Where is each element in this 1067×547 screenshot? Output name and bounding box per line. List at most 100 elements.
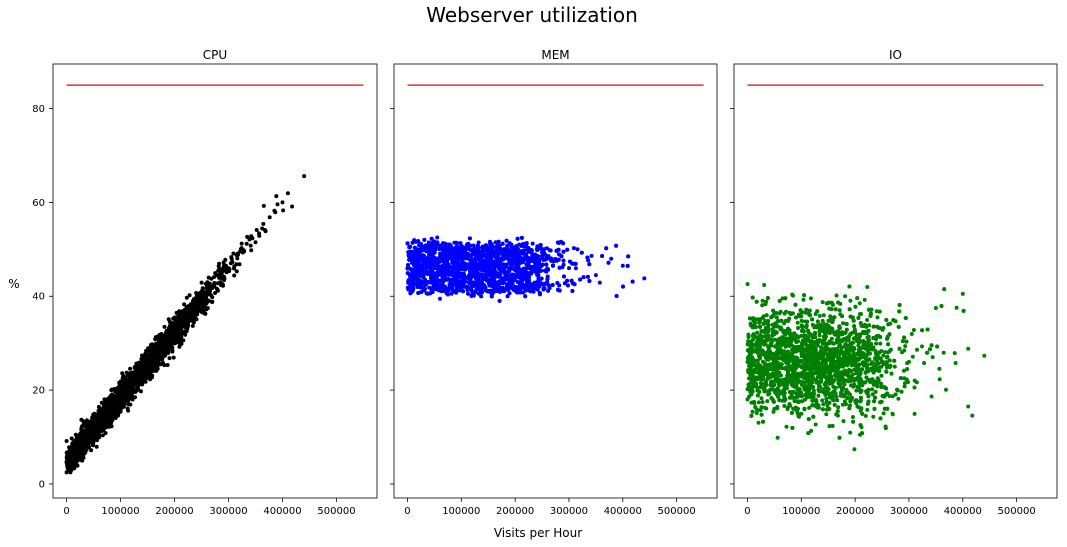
y-tick-label: 40	[32, 292, 45, 303]
data-point	[153, 363, 158, 367]
data-point	[427, 285, 432, 290]
data-point	[191, 299, 195, 303]
data-point	[509, 253, 514, 258]
data-point	[119, 405, 124, 410]
data-point	[179, 328, 184, 333]
data-point	[565, 278, 570, 283]
data-point	[200, 287, 205, 292]
data-point	[112, 386, 117, 391]
data-point	[90, 436, 94, 441]
data-point	[614, 243, 619, 248]
data-point	[109, 420, 114, 425]
data-point	[149, 359, 154, 364]
data-point	[600, 254, 605, 258]
data-point	[187, 293, 192, 298]
data-point	[466, 241, 471, 246]
data-point	[203, 300, 208, 305]
data-point	[415, 281, 420, 286]
x-tick-label: 300000	[209, 506, 247, 517]
data-point	[176, 323, 181, 328]
data-point	[118, 395, 123, 400]
data-point	[145, 363, 150, 368]
data-point	[199, 280, 204, 285]
data-point	[561, 249, 566, 254]
data-point	[164, 330, 169, 335]
y-tick-label: 80	[32, 104, 45, 115]
data-point	[83, 450, 88, 455]
data-point	[480, 253, 485, 258]
data-point	[545, 277, 550, 281]
data-point	[234, 253, 239, 257]
data-point	[101, 414, 106, 419]
data-point	[199, 305, 204, 310]
data-point	[85, 432, 90, 437]
data-point	[199, 298, 204, 303]
data-point	[134, 371, 139, 376]
data-point	[101, 425, 106, 430]
data-point	[210, 295, 215, 300]
data-point	[165, 363, 170, 367]
data-point	[138, 374, 143, 379]
data-point	[211, 283, 216, 288]
x-tick-label: 200000	[155, 506, 193, 517]
data-point	[444, 253, 449, 257]
data-point	[587, 262, 592, 267]
data-point	[232, 273, 237, 278]
x-tick-label: 400000	[263, 506, 301, 517]
data-point	[185, 308, 190, 313]
data-point	[527, 288, 531, 293]
data-point	[94, 418, 99, 423]
data-point	[545, 256, 549, 261]
x-tick-label: 0	[63, 506, 69, 517]
data-point	[492, 268, 497, 273]
data-point	[541, 257, 546, 262]
data-point	[260, 226, 265, 231]
x-axis-label: Visits per Hour	[494, 526, 582, 540]
data-point	[124, 395, 129, 400]
figure-title: Webserver utilization	[426, 3, 638, 27]
data-point	[131, 375, 136, 380]
data-point	[505, 282, 509, 287]
data-point	[224, 270, 229, 275]
data-point	[249, 248, 254, 253]
data-point	[67, 445, 72, 450]
data-point	[78, 455, 83, 460]
data-point	[234, 269, 239, 274]
data-point	[571, 246, 576, 251]
data-point	[105, 410, 110, 415]
data-point	[267, 215, 272, 220]
data-point	[110, 392, 114, 397]
data-point	[441, 241, 446, 246]
data-point	[570, 289, 575, 293]
data-point	[621, 284, 625, 289]
data-point	[453, 273, 458, 278]
data-point	[539, 264, 544, 268]
data-point	[510, 272, 515, 277]
data-point	[81, 419, 86, 424]
data-point	[195, 295, 200, 300]
data-point	[109, 424, 114, 429]
data-point	[107, 417, 112, 422]
data-point	[156, 344, 161, 348]
data-point	[142, 373, 146, 378]
data-point	[146, 367, 151, 372]
data-point	[488, 239, 492, 244]
data-point	[425, 291, 430, 296]
data-point	[538, 243, 543, 247]
data-point	[75, 444, 80, 449]
data-point	[523, 294, 528, 299]
data-point	[606, 260, 611, 265]
data-point	[544, 262, 549, 267]
data-point	[114, 396, 119, 401]
data-point	[467, 236, 472, 241]
data-point	[557, 265, 562, 270]
data-point	[96, 425, 101, 430]
data-point	[230, 260, 235, 264]
data-point	[253, 240, 258, 245]
data-point	[226, 266, 231, 271]
data-point	[466, 246, 471, 251]
data-point	[234, 262, 239, 267]
data-point	[547, 248, 552, 253]
data-point	[127, 372, 132, 377]
data-point	[562, 274, 566, 279]
